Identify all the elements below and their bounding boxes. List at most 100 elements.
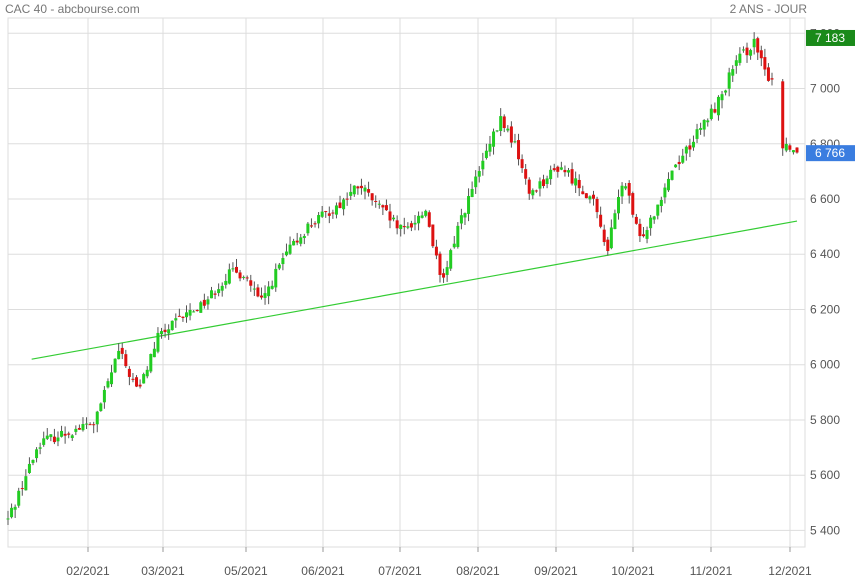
candle-up [659,199,663,207]
candle-up [477,171,481,177]
candle-up [449,250,453,269]
candle-down [131,378,135,380]
candle-up [624,186,628,189]
candle-down [527,179,531,194]
candle-down [584,193,588,199]
candle-down [63,433,67,436]
candle-down [556,166,560,172]
candle-down [688,145,692,150]
candle-down [606,239,610,252]
x-tick-label: 11/2021 [690,564,733,578]
candle-up [684,146,688,154]
y-tick-label: 7 000 [810,82,840,96]
price-badge-label: 6 766 [815,146,845,160]
candle-up [574,178,578,186]
candle-up [741,49,745,51]
candle-up [681,155,685,163]
y-tick-label: 6 200 [810,302,840,316]
plot-frame [7,17,806,548]
candle-up [70,435,74,439]
candle-up [620,185,624,197]
x-tick-label: 05/2021 [224,564,268,578]
candle-up [734,60,738,66]
candle-up [459,215,463,224]
candle-down [602,229,606,243]
candle-up [192,311,196,313]
candle-down [374,200,378,202]
candle-up [320,211,324,217]
candle-up [10,507,14,518]
candle-up [588,196,592,200]
candle-up [470,188,474,198]
candle-down [313,223,317,225]
y-tick-label: 6 000 [810,358,840,372]
candle-up [656,204,660,216]
candle-down [177,315,181,317]
candle-up [670,170,674,180]
candle-up [674,164,678,168]
candle-up [174,318,178,321]
price-badge [806,145,855,162]
candle-up [699,128,703,130]
candle-down [309,225,313,227]
candle-down [331,212,335,214]
candle-up [95,411,99,425]
candle-up [691,141,695,148]
candle-up [152,348,156,358]
candle-up [492,131,496,147]
candle-up [13,506,17,510]
price-badge-label: 7 183 [815,31,845,45]
candle-up [413,222,417,225]
candle-up [488,143,492,152]
candle-down [770,78,774,80]
candle-up [484,150,488,158]
candle-up [74,428,78,432]
price-badges: 7 183 6 766 [806,29,855,162]
candle-down [534,190,538,192]
candle-down [249,280,253,286]
candle-down [592,194,596,199]
candle-up [549,169,553,180]
candle-up [85,423,89,425]
candle-up [99,403,103,412]
candle-down [756,38,760,53]
candle-down [438,253,442,275]
candle-down [256,287,260,297]
candle-down [627,182,631,196]
trendline [31,220,798,360]
candle-up [709,108,713,120]
candle-down [88,424,92,426]
candle-up [652,216,656,220]
candle-down [135,377,139,387]
candle-down [395,220,399,229]
candle-up [666,178,670,191]
candle-up [38,447,42,449]
candle-down [431,224,435,247]
candle-up [252,288,256,290]
candle-up [299,237,303,244]
candle-up [417,215,421,224]
candle-up [317,215,321,224]
candle-up [277,264,281,269]
candle-down [595,198,599,213]
candle-up [499,116,503,131]
candle-up [220,285,224,291]
candle-up [227,269,231,284]
candle-down [367,189,371,193]
candle-down [542,179,546,187]
candle-up [60,430,64,437]
candle-down [788,145,792,150]
x-tick-label: 08/2021 [456,564,500,578]
candle-down [163,329,167,333]
candle-down [384,205,388,211]
candle-up [420,215,424,218]
candle-up [185,312,189,318]
x-tick-label: 02/2021 [66,564,110,578]
candle-up [217,289,221,294]
candle-down [759,50,763,59]
candle-up [113,358,117,373]
candle-up [720,94,724,101]
chart-title: CAC 40 - abcbourse.com [5,2,140,16]
candle-up [224,280,228,285]
candle-down [127,368,131,377]
